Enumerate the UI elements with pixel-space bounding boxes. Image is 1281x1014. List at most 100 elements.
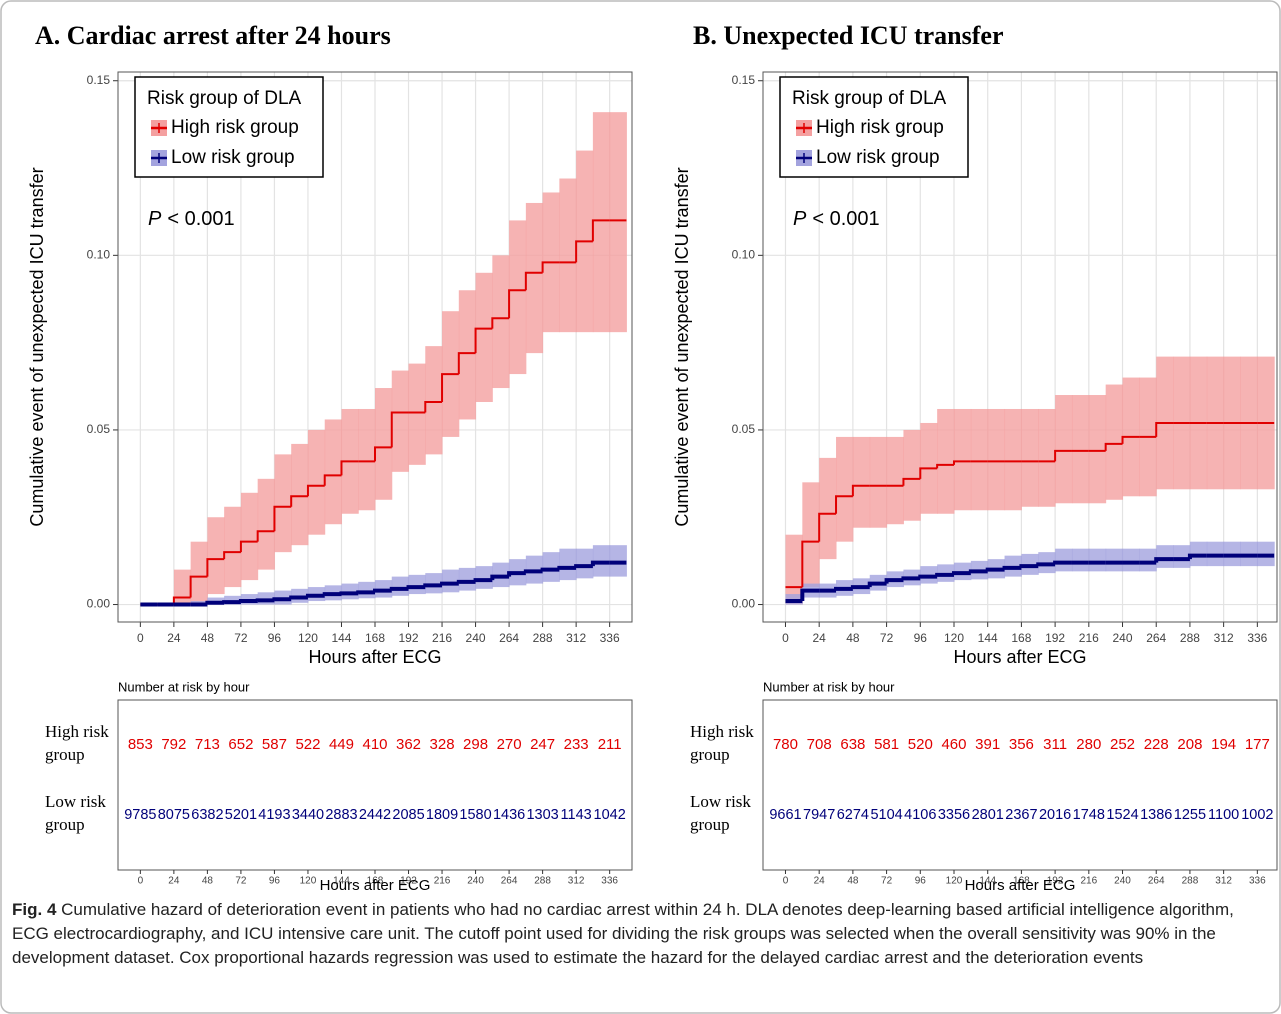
risk-x-tick-label: 120: [300, 876, 317, 887]
risk-value: 792: [161, 736, 186, 753]
risk-value: 1143: [561, 807, 592, 823]
confidence-band: [1055, 548, 1073, 572]
step-line: [290, 495, 308, 507]
risk-x-tick-label: 0: [138, 876, 144, 887]
risk-value: 280: [1076, 736, 1101, 753]
x-tick-label: 216: [1079, 631, 1099, 645]
risk-value: 328: [430, 736, 455, 753]
x-tick-label: 288: [1180, 631, 1200, 645]
legend-label: Low risk group: [816, 147, 940, 168]
x-tick-label: 72: [234, 631, 248, 645]
risk-x-tick-label: 0: [783, 876, 789, 887]
risk-x-tick-label: 312: [568, 876, 585, 887]
risk-value: 233: [564, 736, 589, 753]
step-line: [918, 574, 938, 579]
confidence-band: [307, 429, 326, 535]
risk-x-tick-label: 168: [367, 876, 384, 887]
risk-value: 211: [598, 736, 622, 753]
risk-value: 5104: [870, 807, 902, 823]
risk-x-tick-label: 24: [814, 876, 826, 887]
risk-value: 391: [975, 736, 1000, 753]
confidence-band: [852, 436, 871, 528]
step-line: [306, 484, 325, 497]
x-tick-label: 312: [1214, 631, 1234, 645]
risk-value: 362: [396, 736, 421, 753]
confidence-band: [576, 548, 594, 579]
step-line: [952, 460, 971, 465]
y-tick-label: 0.15: [732, 73, 756, 87]
risk-value: 311: [1043, 736, 1067, 753]
annotation-italic: P: [793, 208, 807, 230]
confidence-band: [408, 363, 426, 465]
chart-title: A. Cardiac arrest after 24 hours: [35, 21, 391, 50]
step-line: [936, 463, 954, 469]
confidence-band: [1122, 548, 1140, 572]
annotation-text: < 0.001: [812, 208, 879, 230]
risk-value: 1386: [1140, 807, 1172, 823]
step-line: [189, 575, 208, 598]
x-tick-label: 288: [533, 631, 553, 645]
step-line: [1053, 560, 1072, 565]
step-line: [305, 593, 325, 598]
step-line: [373, 588, 392, 593]
step-line: [473, 578, 493, 583]
confidence-band: [953, 408, 972, 511]
risk-x-tick-label: 72: [235, 876, 247, 887]
risk-value: 252: [1110, 736, 1135, 753]
risk-value: 7947: [803, 807, 835, 823]
risk-row-label: High risk: [690, 722, 754, 741]
step-line: [801, 540, 820, 588]
risk-value: 1524: [1106, 807, 1138, 823]
risk-row-label: High risk: [45, 722, 109, 741]
risk-x-tick-label: 144: [979, 876, 996, 887]
step-line: [867, 581, 887, 588]
x-tick-label: 24: [812, 631, 826, 645]
x-tick-label: 240: [1113, 631, 1133, 645]
step-line: [1019, 564, 1039, 569]
step-line: [1187, 553, 1207, 560]
risk-value: 2085: [392, 807, 424, 823]
plot-border: [762, 71, 1278, 623]
y-tick-label: 0.00: [87, 597, 111, 611]
step-line: [272, 597, 292, 602]
confidence-band: [1105, 384, 1124, 500]
confidence-band: [987, 408, 1006, 511]
confidence-band: [525, 202, 544, 354]
confidence-band: [1004, 408, 1022, 511]
y-tick-label: 0.10: [732, 248, 756, 262]
risk-value: 2367: [1005, 807, 1037, 823]
x-tick-label: 24: [167, 631, 181, 645]
confidence-band: [391, 576, 410, 596]
risk-row-label: group: [45, 745, 85, 764]
confidence-band: [802, 482, 820, 588]
risk-x-tick-label: 288: [1182, 876, 1199, 887]
confidence-band: [324, 419, 342, 525]
confidence-band: [358, 581, 376, 599]
step-line: [1036, 562, 1056, 567]
risk-value: 522: [295, 736, 320, 753]
x-tick-label: 240: [466, 631, 486, 645]
risk-row-label: group: [690, 815, 730, 834]
risk-value: 581: [874, 736, 899, 753]
risk-value: 9785: [124, 807, 156, 823]
risk-value: 2442: [359, 807, 391, 823]
risk-value: 1748: [1073, 807, 1105, 823]
x-tick-label: 72: [880, 631, 894, 645]
step-line: [591, 219, 610, 242]
legend-label: High risk group: [816, 117, 944, 138]
risk-x-tick-label: 336: [601, 876, 618, 887]
confidence-band: [224, 506, 242, 588]
x-tick-label: 336: [600, 631, 620, 645]
step-line: [1104, 442, 1123, 451]
risk-x-tick-label: 24: [168, 876, 180, 887]
confidence-band: [1071, 395, 1090, 504]
step-line: [456, 579, 476, 584]
risk-x-tick-label: 240: [467, 876, 484, 887]
risk-x-tick-label: 192: [400, 876, 417, 887]
caption-text: Cumulative hazard of deterioration event…: [12, 900, 1234, 967]
risk-value: 449: [329, 736, 354, 753]
confidence-band: [190, 541, 208, 605]
confidence-band: [1156, 545, 1174, 568]
